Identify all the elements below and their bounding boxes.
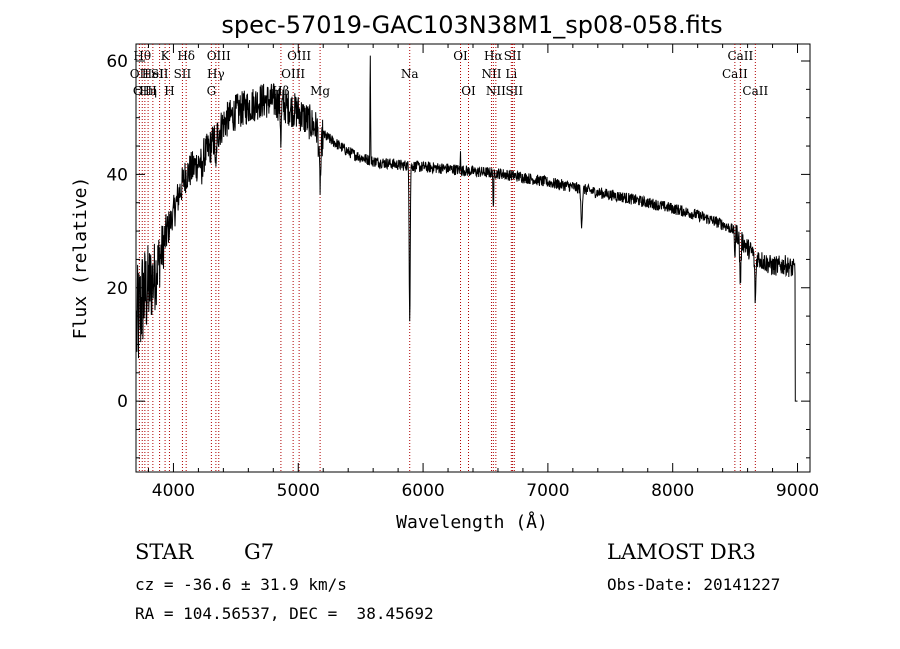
- line-marker-label: OIII: [133, 84, 157, 98]
- line-marker-label: Mg: [310, 84, 330, 98]
- line-marker-label: OI: [461, 84, 476, 98]
- x-tick-label: 8000: [651, 481, 694, 501]
- line-marker-label: OI: [453, 49, 468, 63]
- x-tick-label: 6000: [401, 481, 444, 501]
- obs-date-text: Obs-Date: 20141227: [607, 575, 781, 594]
- line-marker-label: Hδ: [177, 49, 195, 63]
- x-axis-label: Wavelength (Å): [396, 511, 548, 533]
- line-marker-label: Hθ: [133, 49, 151, 63]
- plot-frame: [135, 43, 811, 473]
- survey-name: LAMOST DR3: [607, 540, 756, 564]
- y-tick-label: 40: [106, 165, 128, 185]
- line-marker-label: OIII: [207, 49, 231, 63]
- x-tick-label: 7000: [526, 481, 569, 501]
- line-marker-label: OIII: [281, 67, 305, 81]
- axis-ticks: 4000 5000 6000 7000 8000 9000 0 20 40 60: [106, 44, 819, 501]
- chart-title: spec-57019-GAC103N38M1_sp08-058.fits: [221, 11, 722, 39]
- y-tick-label: 60: [106, 52, 128, 72]
- line-marker-label: OIII: [287, 49, 311, 63]
- x-tick-label: 5000: [277, 481, 320, 501]
- line-marker-label: G: [207, 84, 217, 98]
- line-marker-label: CaII: [742, 84, 768, 98]
- line-marker-label: CaII: [727, 49, 753, 63]
- line-marker-label: Na: [401, 67, 419, 81]
- line-marker-label: NII: [481, 67, 501, 81]
- line-marker-label: H: [164, 84, 174, 98]
- line-markers: OIIHθOIIIHηHeISIIKHSIIHδGHγOIIIHβOIIIOII…: [130, 44, 768, 472]
- x-tick-label: 4000: [152, 481, 195, 501]
- x-tick-label: 9000: [776, 481, 819, 501]
- line-marker-label: SII: [504, 49, 522, 63]
- line-marker-label: SII: [174, 67, 192, 81]
- line-marker-label: HeI: [142, 67, 165, 81]
- line-marker-label: NII: [486, 84, 506, 98]
- line-marker-label: Hα: [484, 49, 503, 63]
- object-class: STAR: [135, 540, 194, 564]
- line-marker-label: Hη: [139, 84, 157, 98]
- line-marker-label: SII: [505, 84, 523, 98]
- y-tick-label: 20: [106, 279, 128, 299]
- object-subclass: G7: [244, 540, 275, 564]
- line-marker-label: Hγ: [207, 67, 225, 81]
- coordinates-text: RA = 104.56537, DEC = 38.45692: [135, 604, 434, 623]
- line-marker-label: SII: [151, 67, 169, 81]
- line-marker-label: Li: [505, 67, 517, 81]
- y-tick-label: 0: [117, 392, 128, 412]
- spectrum-line: [136, 55, 798, 402]
- redshift-text: cz = -36.6 ± 31.9 km/s: [135, 575, 347, 594]
- line-marker-label: CaII: [722, 67, 748, 81]
- y-axis-label: Flux (relative): [70, 177, 91, 340]
- line-marker-label: K: [161, 49, 171, 63]
